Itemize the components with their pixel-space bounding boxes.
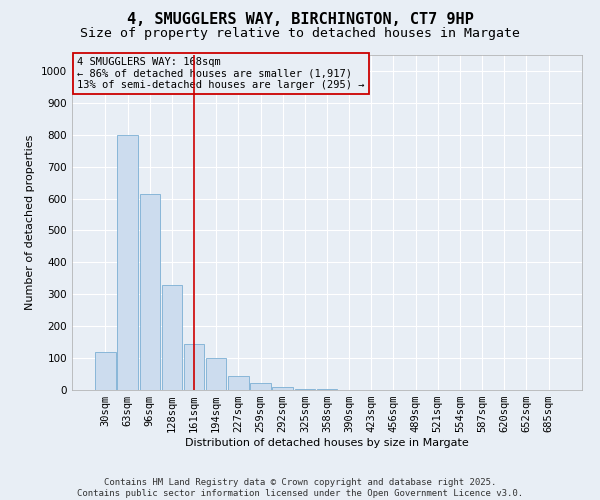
Bar <box>184 344 204 390</box>
Bar <box>206 358 226 390</box>
Bar <box>250 383 271 390</box>
X-axis label: Distribution of detached houses by size in Margate: Distribution of detached houses by size … <box>185 438 469 448</box>
Y-axis label: Number of detached properties: Number of detached properties <box>25 135 35 310</box>
Bar <box>118 135 138 390</box>
Bar <box>272 388 293 390</box>
Bar <box>161 284 182 390</box>
Text: Contains HM Land Registry data © Crown copyright and database right 2025.
Contai: Contains HM Land Registry data © Crown c… <box>77 478 523 498</box>
Bar <box>295 388 315 390</box>
Text: 4 SMUGGLERS WAY: 168sqm
← 86% of detached houses are smaller (1,917)
13% of semi: 4 SMUGGLERS WAY: 168sqm ← 86% of detache… <box>77 56 365 90</box>
Bar <box>228 376 248 390</box>
Text: 4, SMUGGLERS WAY, BIRCHINGTON, CT7 9HP: 4, SMUGGLERS WAY, BIRCHINGTON, CT7 9HP <box>127 12 473 28</box>
Bar <box>140 194 160 390</box>
Text: Size of property relative to detached houses in Margate: Size of property relative to detached ho… <box>80 28 520 40</box>
Bar <box>95 352 116 390</box>
